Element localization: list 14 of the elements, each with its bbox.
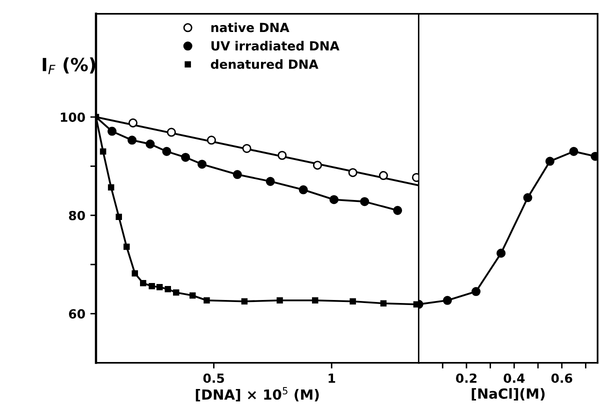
x-tick-label: 0.4: [504, 373, 525, 383]
x-tick-label: 1: [328, 374, 336, 383]
y-axis-title: I$_{F}$ (%): [42, 57, 96, 74]
legend-label: UV irradiated DNA: [211, 40, 340, 51]
x-axis-title: [DNA] × 10$^{5}$ (M): [196, 387, 319, 402]
x-tick-label: 0.6: [551, 373, 572, 383]
y-tick-label: 80: [68, 210, 85, 220]
legend-label: denatured DNA: [210, 59, 318, 69]
y-tick-label: 60: [68, 309, 85, 319]
y-tick-label: 100: [60, 112, 85, 122]
x-tick-label: 0.2: [456, 373, 476, 383]
legend-label: native DNA: [211, 22, 290, 32]
x-axis-title: [NaCl](M): [472, 388, 545, 400]
x-tick-label: 0.5: [203, 373, 224, 383]
